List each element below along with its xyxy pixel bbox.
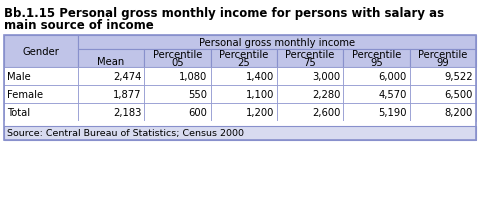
Bar: [211, 68, 277, 86]
Bar: [144, 50, 211, 68]
Bar: [211, 86, 277, 103]
Text: 1,100: 1,100: [245, 90, 274, 100]
Text: 95: 95: [370, 58, 383, 68]
Bar: [144, 68, 211, 86]
Text: 2,600: 2,600: [312, 108, 340, 118]
Bar: [409, 68, 476, 86]
Bar: [343, 103, 409, 121]
Bar: [4, 36, 476, 140]
Bar: [78, 36, 476, 50]
Text: 05: 05: [171, 58, 184, 68]
Text: 6,000: 6,000: [378, 72, 407, 82]
Bar: [211, 50, 277, 68]
Text: Percentile: Percentile: [352, 50, 401, 60]
Bar: [409, 86, 476, 103]
Bar: [4, 36, 78, 68]
Text: Gender: Gender: [23, 47, 60, 57]
Text: 1,080: 1,080: [179, 72, 207, 82]
Text: Percentile: Percentile: [418, 50, 468, 60]
Text: Percentile: Percentile: [153, 50, 202, 60]
Bar: [4, 121, 476, 126]
Bar: [78, 86, 144, 103]
Text: 4,570: 4,570: [378, 90, 407, 100]
Bar: [409, 50, 476, 68]
Text: 25: 25: [237, 58, 250, 68]
Text: Source: Central Bureau of Statistics; Census 2000: Source: Central Bureau of Statistics; Ce…: [7, 129, 244, 138]
Text: main source of income: main source of income: [4, 19, 154, 32]
Bar: [343, 68, 409, 86]
Text: 1,400: 1,400: [246, 72, 274, 82]
Text: Personal gross monthly income: Personal gross monthly income: [199, 38, 355, 48]
Text: Percentile: Percentile: [219, 50, 268, 60]
Text: 3,000: 3,000: [312, 72, 340, 82]
Text: 99: 99: [436, 58, 449, 68]
Text: Bb.1.15 Personal gross monthly income for persons with salary as: Bb.1.15 Personal gross monthly income fo…: [4, 7, 444, 20]
Text: Female: Female: [7, 90, 43, 100]
Bar: [277, 103, 343, 121]
Text: 1,200: 1,200: [245, 108, 274, 118]
Text: 550: 550: [189, 90, 207, 100]
Text: 75: 75: [304, 58, 316, 68]
Text: Male: Male: [7, 72, 31, 82]
Text: 6,500: 6,500: [444, 90, 473, 100]
Text: 5,190: 5,190: [378, 108, 407, 118]
Bar: [4, 103, 78, 121]
Text: 2,183: 2,183: [113, 108, 141, 118]
Bar: [4, 68, 78, 86]
Bar: [144, 103, 211, 121]
Bar: [343, 50, 409, 68]
Bar: [409, 103, 476, 121]
Text: 2,474: 2,474: [113, 72, 141, 82]
Bar: [78, 68, 144, 86]
Bar: [144, 86, 211, 103]
Text: 600: 600: [189, 108, 207, 118]
Bar: [4, 86, 78, 103]
Bar: [78, 50, 144, 68]
Bar: [343, 86, 409, 103]
Bar: [277, 68, 343, 86]
Text: 1,877: 1,877: [113, 90, 141, 100]
Bar: [211, 103, 277, 121]
Text: 9,522: 9,522: [444, 72, 473, 82]
Text: 8,200: 8,200: [445, 108, 473, 118]
Text: Percentile: Percentile: [286, 50, 335, 60]
Text: Total: Total: [7, 108, 30, 118]
Bar: [277, 86, 343, 103]
Bar: [4, 126, 476, 140]
Text: 2,280: 2,280: [312, 90, 340, 100]
Text: Mean: Mean: [97, 57, 125, 67]
Bar: [78, 103, 144, 121]
Bar: [277, 50, 343, 68]
